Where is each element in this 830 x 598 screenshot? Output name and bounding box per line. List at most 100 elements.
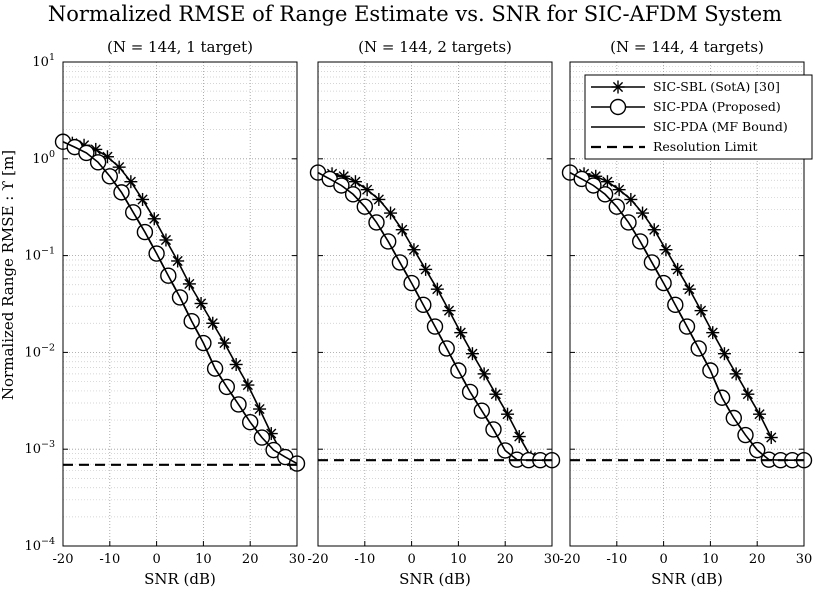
data-point-asterisk <box>136 192 150 206</box>
figure-title: Normalized RMSE of Range Estimate vs. SN… <box>48 2 782 26</box>
series-sic-pda-mf-bound- <box>62 141 298 465</box>
data-point-asterisk <box>729 367 743 381</box>
data-point-asterisk <box>600 175 614 189</box>
data-point-asterisk <box>465 347 479 361</box>
data-point-asterisk <box>454 326 468 340</box>
data-point-asterisk <box>501 407 515 421</box>
x-axis-label: SNR (dB) <box>144 570 216 588</box>
panel-1: -20 -10 0 10 20 30 101 100 10−1 10−2 10−3 10−4 (N = … <box>24 38 305 588</box>
data-point-asterisk <box>253 402 267 416</box>
data-point-asterisk <box>372 192 386 206</box>
series-sic-pda-mf-bound- <box>569 171 804 461</box>
y-tick-label: 101 <box>32 52 55 70</box>
x-tick-label: 10 <box>702 552 719 567</box>
series-line <box>62 141 298 465</box>
y-tick-label: 10−4 <box>24 536 55 554</box>
legend-entry: SIC-PDA (Proposed) <box>591 98 781 116</box>
series-sic-pda-proposed- <box>309 164 561 469</box>
data-point-asterisk <box>395 223 409 237</box>
panel-2: -20 -10 0 10 20 30 (N = 144, 2 targets) SNR (dB… <box>308 38 561 588</box>
grid <box>317 61 553 547</box>
x-tick-label: 30 <box>289 552 306 567</box>
x-tick-label: 10 <box>195 552 212 567</box>
series-line <box>569 171 804 461</box>
data-point-asterisk <box>753 407 767 421</box>
x-tick-label: 0 <box>407 552 415 567</box>
data-point-asterisk <box>147 212 161 226</box>
legend-entry: Resolution Limit <box>591 139 758 154</box>
x-tick-label: 30 <box>796 552 813 567</box>
data-point-asterisk <box>206 316 220 330</box>
x-axis-label: SNR (dB) <box>399 570 471 588</box>
series-sic-pda-mf-bound- <box>317 171 552 461</box>
data-point-asterisk <box>360 183 374 197</box>
data-point-asterisk <box>671 262 685 276</box>
legend: SIC-SBL (SotA) [30] SIC-PDA (Proposed) SIC… <box>584 74 813 160</box>
x-tick-label: 10 <box>450 552 467 567</box>
data-point-asterisk <box>407 243 421 257</box>
axes-box <box>569 61 805 547</box>
panel-title: (N = 144, 1 target) <box>107 38 253 56</box>
data-point-asterisk <box>682 282 696 296</box>
legend-marker-asterisk <box>611 80 625 94</box>
panel-title: (N = 144, 4 targets) <box>610 38 764 56</box>
y-axis-label: Normalized Range RMSE : ϒ [m] <box>0 150 17 400</box>
data-point-asterisk <box>217 336 231 350</box>
legend-box <box>584 74 813 160</box>
legend-marker-circle <box>609 98 627 116</box>
axes-box <box>317 61 553 547</box>
data-point-asterisk <box>764 431 778 445</box>
x-tick-label: 0 <box>152 552 160 567</box>
data-point-asterisk <box>636 206 650 220</box>
data-point-asterisk <box>647 223 661 237</box>
x-tick-label: -20 <box>560 552 581 567</box>
legend-entry: SIC-PDA (MF Bound) <box>591 119 788 134</box>
data-point-asterisk <box>112 160 126 174</box>
data-point-asterisk <box>624 192 638 206</box>
data-point-asterisk <box>124 175 138 189</box>
legend-label: SIC-PDA (Proposed) <box>653 99 781 114</box>
x-tick-label: 30 <box>544 552 561 567</box>
data-point-asterisk <box>477 367 491 381</box>
panel-title: (N = 144, 2 targets) <box>358 38 512 56</box>
data-point-asterisk <box>384 206 398 220</box>
x-tick-label: 20 <box>497 552 514 567</box>
data-point-asterisk <box>348 175 362 189</box>
x-tick-label: 0 <box>659 552 667 567</box>
y-tick-label: 10−1 <box>24 246 55 264</box>
legend-entry: SIC-SBL (SotA) [30] <box>591 79 780 94</box>
data-point-asterisk <box>694 304 708 318</box>
x-tick-label: -20 <box>308 552 329 567</box>
x-tick-label: -10 <box>99 552 120 567</box>
x-tick-label: 20 <box>242 552 259 567</box>
y-tick-label: 10−3 <box>24 439 55 457</box>
legend-label: SIC-SBL (SotA) [30] <box>653 79 780 94</box>
data-point-asterisk <box>241 378 255 392</box>
data-point-asterisk <box>512 430 526 444</box>
data-point-asterisk <box>706 326 720 340</box>
y-tick-label: 100 <box>32 149 55 167</box>
legend-label: SIC-PDA (MF Bound) <box>653 119 788 134</box>
panel-3: -20 -10 0 10 20 30 (N = 144, 4 targets) SNR (dB… <box>560 38 813 588</box>
y-tick-label: 10−2 <box>24 342 55 360</box>
data-point-asterisk <box>717 347 731 361</box>
x-tick-label: -20 <box>53 552 74 567</box>
x-axis-label: SNR (dB) <box>651 570 723 588</box>
data-point-asterisk <box>442 304 456 318</box>
series-line <box>317 171 552 461</box>
data-point-asterisk <box>171 254 185 268</box>
series-line <box>317 171 552 461</box>
x-tick-label: -10 <box>606 552 627 567</box>
data-point-asterisk <box>430 282 444 296</box>
series-line <box>569 171 804 461</box>
data-point-asterisk <box>182 277 196 291</box>
series-sic-pda-proposed- <box>54 133 306 472</box>
data-point-asterisk <box>229 357 243 371</box>
x-tick-label: 20 <box>749 552 766 567</box>
axes-box <box>62 61 298 547</box>
data-point-asterisk <box>489 387 503 401</box>
data-point-asterisk <box>419 262 433 276</box>
